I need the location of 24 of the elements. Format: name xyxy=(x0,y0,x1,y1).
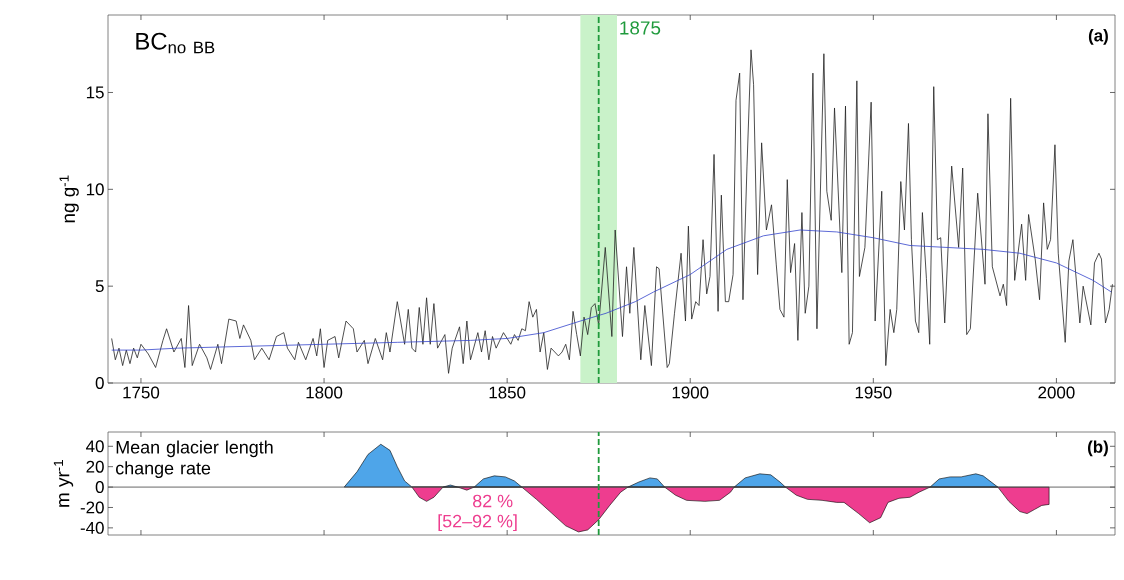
y-tick-label: 15 xyxy=(86,86,104,99)
y-axis-title: ng g$^{-1}$ xyxy=(59,175,79,223)
y-tick-label: -40 xyxy=(80,521,104,534)
ref-line-label: 1875 xyxy=(620,21,661,35)
x-tick-label: 1800 xyxy=(306,386,343,399)
annotation: (a) xyxy=(1088,29,1108,45)
y-tick-label: 0 xyxy=(95,481,104,494)
y-tick-label: 40 xyxy=(86,440,104,453)
y-tick-label: 5 xyxy=(95,280,104,293)
annotation: (b) xyxy=(1087,440,1108,457)
y-tick-label: 20 xyxy=(86,460,104,473)
x-tick-label: 2000 xyxy=(1038,386,1075,399)
annotation: Mean glacier length change rate xyxy=(116,440,273,479)
y-axis-title: m yr$^{-1}$ xyxy=(53,460,74,507)
annotation: $\mathrm{BC}_{\mathrm{no\ BB}}$ xyxy=(136,32,215,54)
x-tick-label: 1950 xyxy=(855,386,892,399)
y-tick-label: 0 xyxy=(95,377,104,390)
y-tick-label: -20 xyxy=(80,501,104,514)
x-tick-label: 1750 xyxy=(123,386,160,399)
x-tick-label: 1850 xyxy=(489,386,526,399)
x-tick-label: 1900 xyxy=(672,386,709,399)
annotation: [52–92 %] xyxy=(438,514,517,531)
annotation: 82 % xyxy=(473,494,513,508)
y-tick-label: 10 xyxy=(86,183,104,196)
